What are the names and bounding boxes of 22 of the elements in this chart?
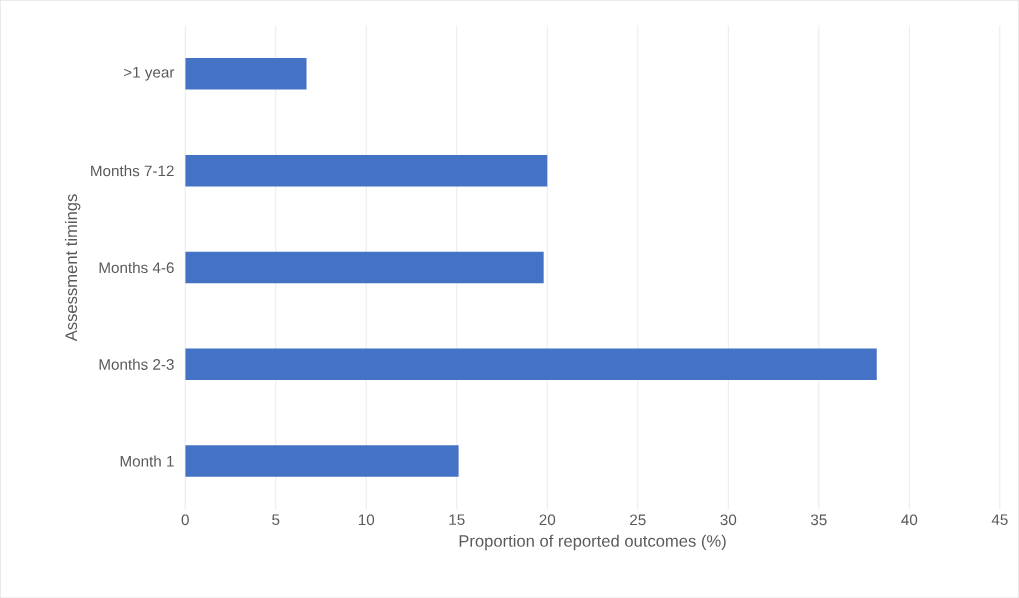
y-tick-label: Month 1 <box>120 455 174 467</box>
x-tick-label: 15 <box>449 514 465 525</box>
y-tick-label: >1 year <box>124 66 175 81</box>
bar <box>185 57 307 90</box>
y-tick-label: Months 7-12 <box>91 164 174 177</box>
bar <box>185 251 544 284</box>
x-tick-label: 5 <box>272 514 280 525</box>
x-tick-label: 0 <box>181 514 189 525</box>
y-tick-label: Months 4-6 <box>99 261 174 273</box>
y-tick-label: Months 2-3 <box>99 358 174 370</box>
x-axis-title: Proportion of reported outcomes (%) <box>459 534 726 550</box>
bar <box>185 348 877 380</box>
bar <box>185 445 459 477</box>
x-tick-label: 30 <box>720 514 737 525</box>
x-tick-label: 25 <box>630 514 646 525</box>
y-axis-title: Assessment timings <box>64 194 81 342</box>
x-tick-label: 45 <box>991 514 1008 525</box>
x-tick-label: 40 <box>901 514 918 525</box>
bar <box>185 154 548 187</box>
x-tick-label: 20 <box>539 514 556 525</box>
x-tick-label: 35 <box>810 514 827 525</box>
x-tick-label: 10 <box>358 514 375 525</box>
